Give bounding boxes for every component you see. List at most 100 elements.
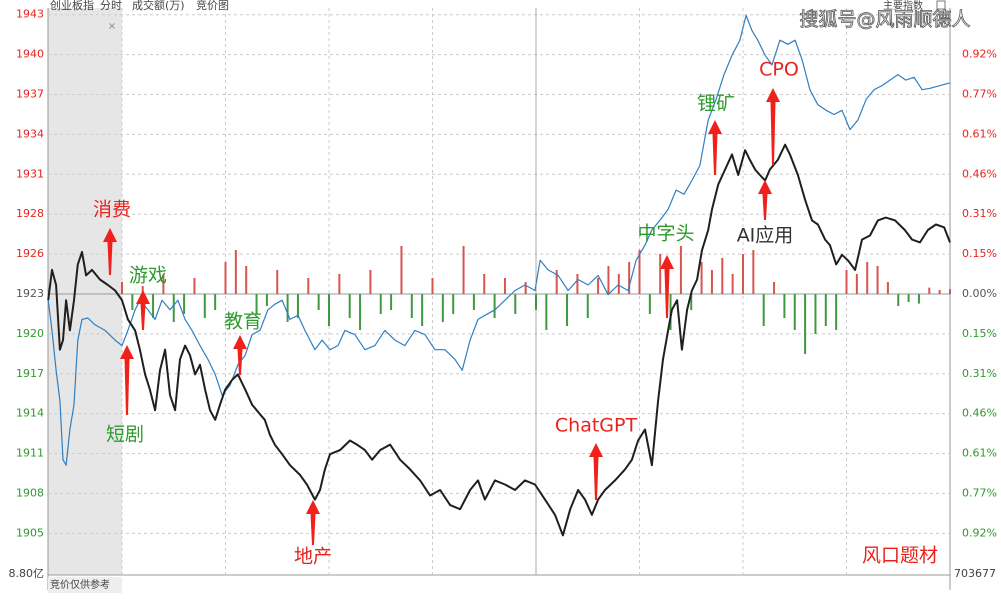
volume-bar [928,287,931,295]
volume-bar [576,274,579,295]
volume-bar [379,294,382,315]
volume-total-label: 8.80亿 [9,567,45,580]
volume-bar [524,282,527,295]
y-tick-label: 1934 [16,127,44,140]
panel-checkbox[interactable] [936,0,946,10]
volume-bar [897,294,900,307]
arrow [589,443,603,500]
volume-bar [162,274,165,295]
volume-bar [421,294,424,327]
volume-bar [317,294,320,311]
annotation: 消费 [93,199,131,221]
chart-title: 创业板指 [50,0,94,12]
y2-tick-label: 0.15% [962,327,997,340]
volume-bar [555,270,558,295]
volume-bar [152,294,155,319]
arrows [103,88,780,545]
volume-bar [586,294,589,319]
volume-bar [845,270,848,295]
auction-area [48,8,122,575]
volume-bar [876,266,879,295]
y2-tick-label: 0.77% [962,487,997,500]
volume-bar [286,294,289,323]
arrow [660,255,674,318]
annotation: ChatGPT [555,415,638,437]
volume-bar [535,294,538,311]
y2-tick-label: 0.92% [962,526,997,539]
y2-tick-label: 0.46% [962,407,997,420]
volume-bar [431,278,434,295]
volume-bar [773,282,776,295]
volume-bar [804,294,807,355]
volume-bar [307,278,310,295]
volume-bar [296,294,299,319]
volume-bar [855,274,858,295]
arrow [233,335,247,375]
volume-bar [907,294,910,303]
y-tick-label: 1926 [16,247,44,260]
volume-bar [183,294,186,315]
auction-note-box [48,577,122,593]
volume-right-label: 703677 [954,567,996,580]
arrow [103,228,117,275]
y-tick-label: 1914 [16,407,44,420]
volume-bar [141,286,144,295]
header-item: 分时 [100,0,122,12]
volume-bar [866,262,869,295]
y2-tick-label: 0.31% [962,367,997,380]
volume-bar [400,246,403,295]
volume-bar [503,278,506,295]
volume-bar [462,246,465,295]
y-tick-label: 1931 [16,167,44,180]
volume-bar [731,274,734,295]
y2-tick-label: 0.61% [962,447,997,460]
volume-bar [121,282,124,295]
arrow [758,180,772,220]
arrow [306,500,320,545]
volume-bar [793,294,796,331]
header-item: 竞价图 [196,0,229,12]
plot [47,8,951,575]
y-tick-label: 1923 [16,287,44,300]
volume-bar [648,294,651,315]
volume-bar [255,294,258,315]
panel-label[interactable]: 主要指数 [883,0,923,12]
volume-bar [359,294,362,331]
volume-bar [224,262,227,295]
volume-bar [949,289,951,295]
volume-bar [514,294,517,315]
volume-bar [814,294,817,335]
volume-bar [203,294,206,319]
volume-bar [545,294,548,331]
auction-note: 竞价仅供参考 [50,578,110,591]
arrow [708,120,722,175]
annotation: CPO [759,59,799,81]
volume-bar [835,294,838,331]
volume-bar [493,294,496,319]
arrow [766,88,780,165]
y2-tick-label: 0.46% [962,167,997,180]
y2-tick-label: 0.31% [962,207,997,220]
volume-bar [886,282,889,295]
volume-bar [131,294,134,311]
volume-bar [597,278,600,295]
y-tick-label: 1917 [16,367,44,380]
close-icon[interactable]: × [108,21,116,32]
arrow [120,345,134,415]
volume-bar [338,274,341,295]
annotation: 短剧 [106,424,144,446]
volume-bar [783,294,786,319]
volume-bar [390,294,393,311]
annotation: 地产 [294,546,332,568]
volume-bar [762,294,765,327]
volume-bar [742,254,745,295]
volume-bar [245,266,248,295]
volume-bar [483,274,486,295]
volume-bar [234,250,237,295]
y2-tick-label: 0.61% [962,127,997,140]
volume-bar [410,294,413,319]
volume-bar [472,294,475,311]
annotation: 锂矿 [697,93,735,115]
y-tick-label: 1908 [16,486,44,499]
volume-bar [938,290,941,295]
